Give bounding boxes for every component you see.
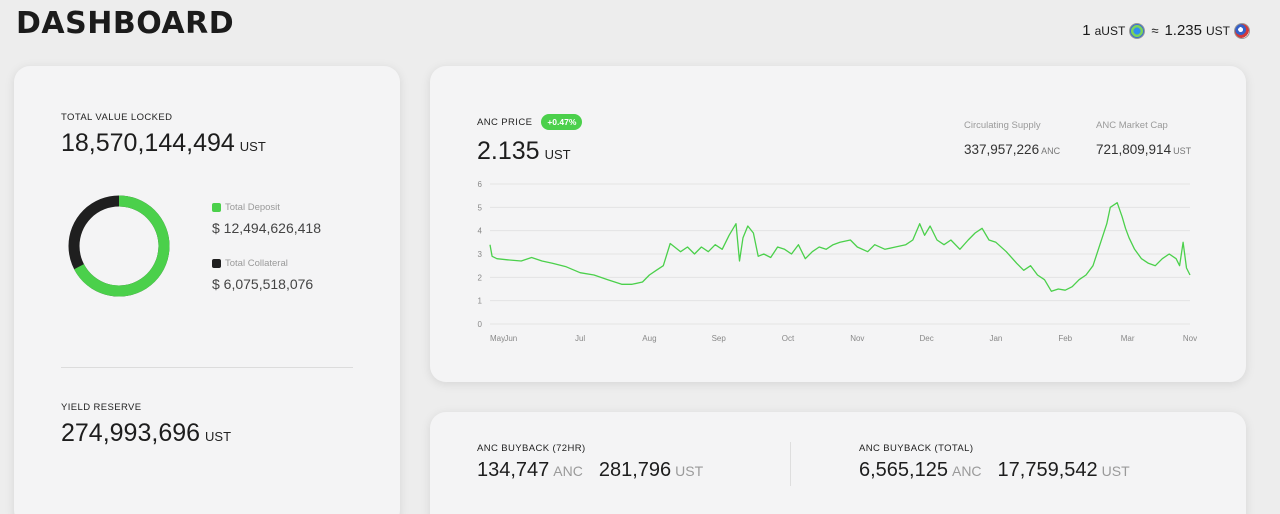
supply-value: 337,957,226 [964, 142, 1040, 157]
buyback-total-anc: 6,565,125 [859, 459, 948, 481]
y-tick-label: 5 [478, 203, 483, 212]
x-tick-label: Nov [850, 334, 864, 343]
y-tick-label: 1 [478, 297, 483, 306]
tvl-value-row: 18,570,144,494 UST [61, 129, 266, 158]
y-tick-label: 0 [478, 320, 483, 329]
legend-collateral: Total Collateral $ 6,075,518,076 [212, 258, 313, 292]
rate-left-amount: 1 [1082, 22, 1091, 39]
collateral-swatch [212, 259, 221, 268]
x-tick-label: Jun [504, 334, 517, 343]
ust-coin-icon [1234, 22, 1250, 39]
anc-price-header: ANC PRICE +0.47% [477, 114, 583, 130]
anc-price-label: ANC PRICE [477, 116, 533, 128]
x-tick-label: May [490, 334, 505, 343]
tvl-unit: UST [239, 139, 266, 154]
x-tick-label: Nov [1183, 334, 1197, 343]
buyback-72hr-ust-unit: UST [675, 463, 704, 479]
collateral-label: Total Collateral [225, 258, 288, 269]
tvl-label: TOTAL VALUE LOCKED [61, 112, 173, 123]
y-tick-label: 3 [478, 250, 483, 259]
buyback-card: ANC BUYBACK (72HR) 134,747 ANC 281,796 U… [430, 412, 1246, 514]
exchange-rate: 1 aUST ≈ 1.235 UST [1082, 22, 1250, 39]
x-tick-label: Jul [575, 334, 585, 343]
donut-deposit-arc [68, 195, 170, 297]
deposit-swatch [212, 203, 221, 212]
aust-coin-icon [1129, 22, 1146, 39]
market-cap-unit: UST [1173, 146, 1192, 156]
x-tick-label: Oct [782, 334, 795, 343]
x-tick-label: Sep [712, 334, 727, 343]
yield-reserve-unit: UST [205, 429, 232, 444]
buyback-72hr-label: ANC BUYBACK (72HR) [477, 443, 586, 454]
anc-price-card: ANC PRICE +0.47% 2.135 UST Circulating Su… [430, 66, 1246, 382]
rate-left-unit: aUST [1094, 23, 1126, 38]
yield-reserve-row: 274,993,696 UST [61, 419, 231, 448]
buyback-72hr-anc-unit: ANC [553, 463, 583, 479]
buyback-total-ust: 17,759,542 [997, 459, 1098, 481]
tvl-donut-chart [68, 195, 170, 297]
anc-price-chart[interactable]: 0 1 2 3 4 5 6 May Jun Jul Aug Sep Oct Nov Dec Jan Feb Mar… [470, 176, 1200, 348]
tvl-value: 18,570,144,494 [61, 129, 235, 157]
x-tick-label: Feb [1058, 334, 1072, 343]
approx-sign: ≈ [1151, 23, 1159, 38]
buyback-total: ANC BUYBACK (TOTAL) 6,565,125 ANC 17,759… [859, 443, 1130, 482]
buyback-total-label: ANC BUYBACK (TOTAL) [859, 443, 974, 454]
page-title: DASHBOARD [16, 6, 235, 41]
market-cap: ANC Market Cap 721,809,914 UST [1096, 120, 1191, 157]
buyback-total-anc-unit: ANC [951, 463, 982, 479]
x-tick-label: Aug [642, 334, 656, 343]
x-tick-label: Mar [1121, 334, 1135, 343]
anc-price-value: 2.135 [477, 137, 540, 165]
legend-deposit: Total Deposit $ 12,494,626,418 [212, 202, 321, 236]
x-tick-label: Jan [989, 334, 1002, 343]
yield-reserve-value: 274,993,696 [61, 419, 201, 447]
supply-label: Circulating Supply [964, 120, 1041, 131]
market-cap-label: ANC Market Cap [1096, 120, 1168, 131]
deposit-value: $ 12,494,626,418 [212, 220, 321, 236]
x-tick-label: Dec [920, 334, 934, 343]
supply-unit: ANC [1041, 146, 1061, 156]
yield-reserve-label: YIELD RESERVE [61, 402, 142, 413]
rate-right-amount: 1.235 [1164, 22, 1202, 39]
tvl-card: TOTAL VALUE LOCKED 18,570,144,494 UST Tot… [14, 66, 400, 514]
buyback-separator [790, 442, 791, 486]
y-tick-label: 6 [478, 180, 483, 189]
buyback-total-ust-unit: UST [1101, 463, 1130, 479]
circulating-supply: Circulating Supply 337,957,226 ANC [964, 120, 1060, 157]
anc-price-unit: UST [544, 147, 571, 162]
buyback-72hr-anc: 134,747 [477, 459, 550, 481]
market-cap-value: 721,809,914 [1096, 142, 1172, 157]
deposit-label: Total Deposit [225, 202, 280, 213]
rate-right-unit: UST [1206, 23, 1230, 38]
price-line [489, 202, 1191, 292]
y-tick-label: 4 [478, 227, 483, 236]
buyback-72hr-ust: 281,796 [598, 459, 672, 481]
buyback-72hr: ANC BUYBACK (72HR) 134,747 ANC 281,796 U… [477, 443, 703, 482]
card-divider [61, 367, 353, 368]
y-tick-label: 2 [478, 273, 483, 282]
price-change-badge: +0.47% [541, 114, 583, 130]
collateral-value: $ 6,075,518,076 [212, 276, 314, 292]
anc-price-row: 2.135 UST [477, 137, 571, 166]
